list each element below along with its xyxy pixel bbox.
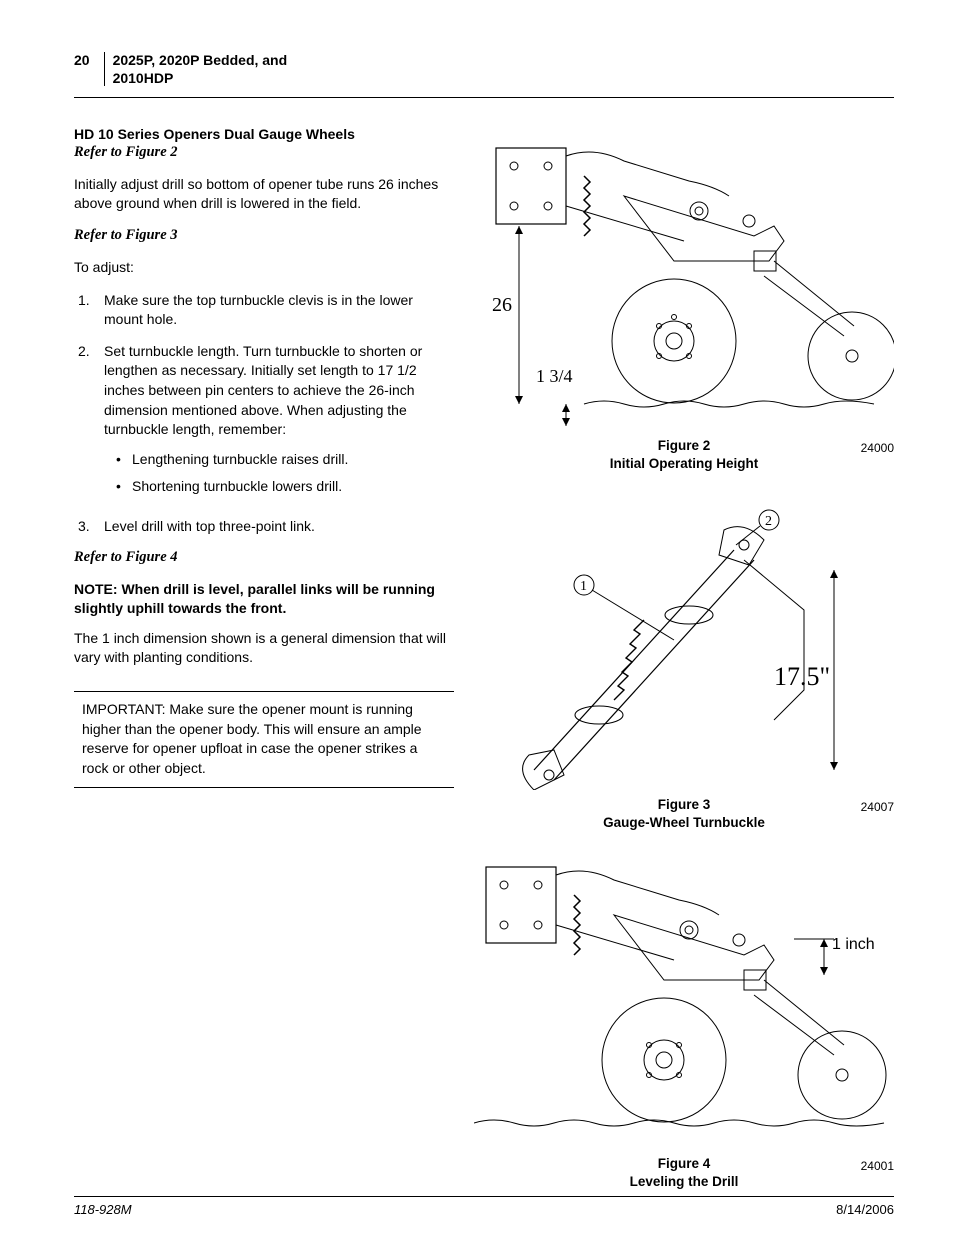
- footer-rule: [74, 1196, 894, 1197]
- figure-4-diagram: 1 inch: [474, 849, 894, 1149]
- bullet-text: Shortening turnbuckle lowers drill.: [132, 477, 342, 497]
- figure-2-label: Figure 2: [610, 437, 759, 455]
- right-column: 26 1 3/4 Figure 2 Initial Operating Heig…: [474, 126, 894, 1194]
- figure-2-diagram: 26 1 3/4: [474, 126, 894, 431]
- ref-figure-2: Refer to Figure 2: [74, 144, 454, 161]
- figure-3-diagram: 1 2 17.5": [474, 490, 894, 790]
- figure-2-caption: Figure 2 Initial Operating Height 24000: [474, 437, 894, 472]
- figure-3-code: 24007: [861, 800, 894, 814]
- fig2-dim-26: 26: [492, 294, 512, 316]
- figure-4-caption: Figure 4 Leveling the Drill 24001: [474, 1155, 894, 1190]
- dimension-paragraph: The 1 inch dimension shown is a general …: [74, 629, 454, 667]
- list-item-1: 1. Make sure the top turnbuckle clevis i…: [74, 291, 454, 330]
- figure-4-block: 1 inch Figure 4 Leveling the Drill 24001: [474, 849, 894, 1190]
- fig2-dim-134: 1 3/4: [536, 366, 573, 386]
- bullet-dot: •: [116, 477, 132, 497]
- bullet-dot: •: [116, 450, 132, 470]
- figure-3-caption: Figure 3 Gauge-Wheel Turnbuckle 24007: [474, 796, 894, 831]
- page-header: 20 2025P, 2020P Bedded, and 2010HDP: [74, 52, 894, 87]
- list-body: Set turnbuckle length. Turn turnbuckle t…: [104, 342, 454, 505]
- header-title-line1: 2025P, 2020P Bedded, and: [113, 52, 288, 68]
- footer-doc-number: 118-928M: [74, 1202, 132, 1217]
- bullet-item: • Lengthening turnbuckle raises drill.: [104, 450, 454, 470]
- fig3-callout-2: 2: [765, 514, 772, 529]
- header-title-line2: 2010HDP: [113, 70, 174, 86]
- page-number: 20: [74, 52, 90, 68]
- intro-paragraph: Initially adjust drill so bottom of open…: [74, 175, 454, 213]
- bullet-list: • Lengthening turnbuckle raises drill. •…: [104, 450, 454, 497]
- figure-4-title: Leveling the Drill: [630, 1173, 739, 1191]
- list-number: 2.: [74, 342, 104, 505]
- list-body: Level drill with top three-point link.: [104, 517, 454, 537]
- header-rule: [74, 97, 894, 98]
- list-item-3: 3. Level drill with top three-point link…: [74, 517, 454, 537]
- list-number: 3.: [74, 517, 104, 537]
- list-item-2: 2. Set turnbuckle length. Turn turnbuckl…: [74, 342, 454, 505]
- ref-figure-4: Refer to Figure 4: [74, 549, 454, 566]
- numbered-list: 1. Make sure the top turnbuckle clevis i…: [74, 291, 454, 537]
- left-column: HD 10 Series Openers Dual Gauge Wheels R…: [74, 126, 454, 1194]
- ref-figure-3: Refer to Figure 3: [74, 227, 454, 244]
- step2-text: Set turnbuckle length. Turn turnbuckle t…: [104, 343, 422, 437]
- fig3-callout-1: 1: [580, 579, 587, 594]
- fig3-dim-175: 17.5": [774, 662, 830, 691]
- figure-4-label: Figure 4: [630, 1155, 739, 1173]
- header-divider: [104, 52, 105, 86]
- fig4-dim-1inch: 1 inch: [832, 936, 875, 953]
- section-heading: HD 10 Series Openers Dual Gauge Wheels: [74, 126, 454, 142]
- header-title: 2025P, 2020P Bedded, and 2010HDP: [113, 52, 288, 87]
- list-body: Make sure the top turnbuckle clevis is i…: [104, 291, 454, 330]
- to-adjust-label: To adjust:: [74, 258, 454, 277]
- note-text: NOTE: When drill is level, parallel link…: [74, 580, 454, 618]
- figure-3-block: 1 2 17.5": [474, 490, 894, 831]
- figure-2-title: Initial Operating Height: [610, 455, 759, 473]
- footer-date: 8/14/2006: [836, 1202, 894, 1217]
- bullet-text: Lengthening turnbuckle raises drill.: [132, 450, 348, 470]
- list-number: 1.: [74, 291, 104, 330]
- figure-3-title: Gauge-Wheel Turnbuckle: [603, 814, 765, 832]
- figure-4-code: 24001: [861, 1159, 894, 1173]
- figure-3-label: Figure 3: [603, 796, 765, 814]
- figure-2-code: 24000: [861, 441, 894, 455]
- figure-2-block: 26 1 3/4 Figure 2 Initial Operating Heig…: [474, 126, 894, 472]
- bullet-item: • Shortening turnbuckle lowers drill.: [104, 477, 454, 497]
- important-box: IMPORTANT: Make sure the opener mount is…: [74, 691, 454, 787]
